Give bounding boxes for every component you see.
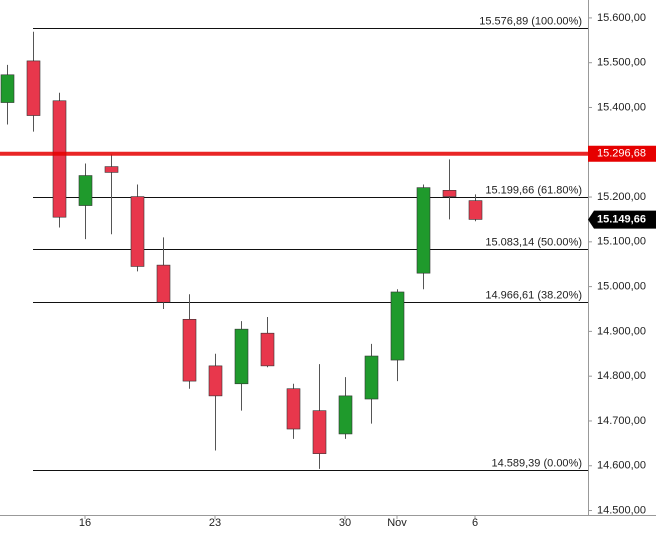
fib-label: 14.966,61 (38.20%) <box>485 289 582 301</box>
y-tick-label: 14.600,00 <box>597 460 646 472</box>
y-tick-label: 14.500,00 <box>597 504 646 516</box>
candle-body <box>390 291 405 361</box>
y-tick-label: 14.800,00 <box>597 370 646 382</box>
candle-body <box>286 388 301 430</box>
candle-body <box>338 395 353 435</box>
candle-body <box>416 187 431 274</box>
candle-body <box>260 332 275 367</box>
fib-label: 14.589,39 (0.00%) <box>491 457 582 469</box>
y-tick-label: 14.700,00 <box>597 415 646 427</box>
x-tick-label: 16 <box>79 517 91 529</box>
fib-label: 15.199,66 (61.80%) <box>485 184 582 196</box>
candle-body <box>156 264 171 303</box>
candle-body <box>442 190 457 197</box>
candle-body <box>468 200 483 220</box>
y-tick-label: 15.600,00 <box>597 12 646 24</box>
y-tick-label: 14.900,00 <box>597 325 646 337</box>
candle-body <box>104 166 119 173</box>
last-price-label: 15.149,66 <box>597 213 646 225</box>
fib-label: 15.083,14 (50.00%) <box>485 236 582 248</box>
y-tick-label: 15.100,00 <box>597 236 646 248</box>
y-tick-label: 15.400,00 <box>597 101 646 113</box>
candle-body <box>182 318 197 382</box>
alert-label: 15.296,68 <box>597 148 646 160</box>
fib-label: 15.576,89 (100.00%) <box>479 15 582 27</box>
candle-body <box>26 60 41 116</box>
candle-body <box>52 100 67 218</box>
y-tick-label: 15.200,00 <box>597 191 646 203</box>
x-tick-label: 23 <box>209 517 221 529</box>
last-price-box <box>588 210 656 229</box>
x-tick-label: 30 <box>339 517 351 529</box>
x-tick-label: Nov <box>387 517 407 529</box>
candle-body <box>234 328 249 385</box>
candle-body <box>208 365 223 397</box>
x-tick-label: 6 <box>472 517 478 529</box>
alert-label-box <box>588 145 656 162</box>
candle-body <box>78 175 93 206</box>
candle-body <box>312 410 327 454</box>
candle-body <box>364 355 379 400</box>
candle-body <box>130 196 145 267</box>
y-tick-label: 15.500,00 <box>597 57 646 69</box>
candle-body <box>0 74 15 103</box>
y-tick-label: 15.000,00 <box>597 281 646 293</box>
